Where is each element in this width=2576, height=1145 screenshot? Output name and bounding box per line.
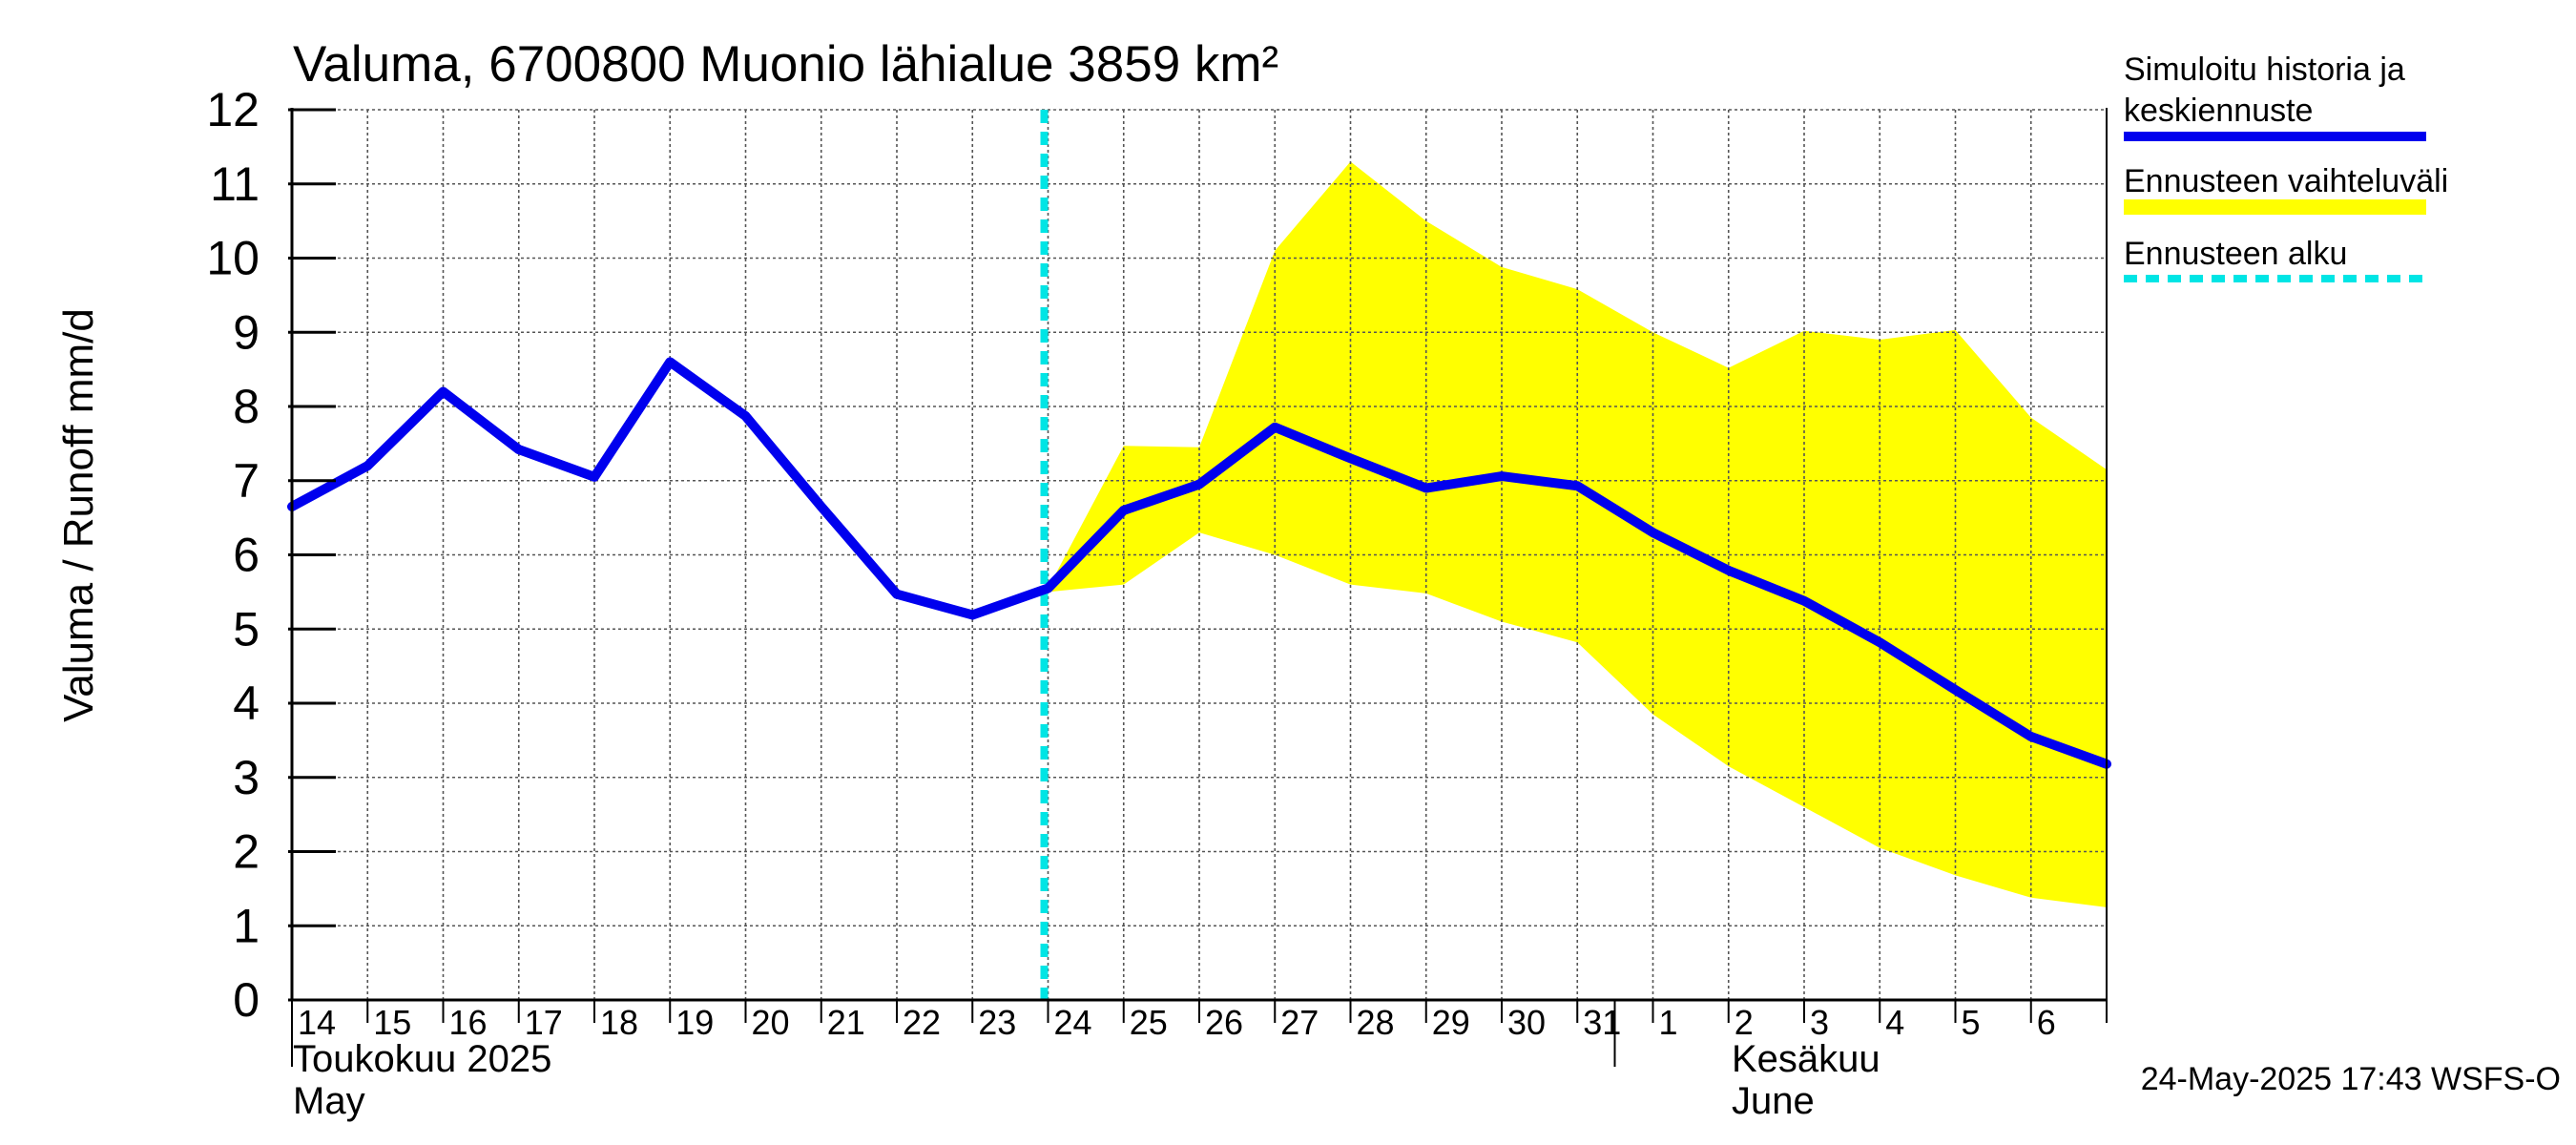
y-tick-label-9: 9 <box>233 305 260 359</box>
y-tick-label-12: 12 <box>206 83 260 136</box>
x-tick-label-25-11: 25 <box>1130 1003 1168 1042</box>
x-tick-label-24-10: 24 <box>1054 1003 1092 1042</box>
y-tick-label-0: 0 <box>233 973 260 1027</box>
series-group <box>287 357 2111 769</box>
x-tick-label-4-21: 4 <box>1885 1003 1904 1042</box>
y-tick-label-10: 10 <box>206 232 260 285</box>
x-tick-label-6-23: 6 <box>2037 1003 2056 1042</box>
x-tick-label-2-19: 2 <box>1735 1003 1754 1042</box>
legend-label-series-line2: keskiennuste <box>2124 93 2313 129</box>
x-tick-label-14-0: 14 <box>298 1003 336 1042</box>
x-tick-label-22-8: 22 <box>903 1003 941 1042</box>
x-tick-label-26-12: 26 <box>1205 1003 1243 1042</box>
x-tick-label-15-1: 15 <box>373 1003 411 1042</box>
y-tick-label-11: 11 <box>210 157 260 211</box>
x-tick-label-3-20: 3 <box>1810 1003 1829 1042</box>
y-tick-label-2: 2 <box>233 825 260 879</box>
y-tick-label-5: 5 <box>233 602 260 656</box>
month-label-june-fi: Kesäkuu <box>1732 1038 1880 1080</box>
month-label-may-en: May <box>293 1080 365 1122</box>
y-tick-label-7: 7 <box>233 454 260 508</box>
y-axis-label: Valuma / Runoff mm/d <box>55 308 102 722</box>
x-tick-labels: 14 15 16 17 18 19 20 21 22 23 24 25 26 27 28 29 30 31 1 2 3 4… <box>298 1003 2056 1042</box>
x-tick-label-18-4: 18 <box>600 1003 638 1042</box>
x-tick-label-21-7: 21 <box>827 1003 865 1042</box>
x-tick-label-1-18: 1 <box>1659 1003 1678 1042</box>
legend-label-band: Ennusteen vaihteluväli <box>2124 163 2448 199</box>
x-tick-label-20-6: 20 <box>752 1003 790 1042</box>
y-tick-label-8: 8 <box>233 380 260 433</box>
chart-title: Valuma, 6700800 Muonio lähialue 3859 km² <box>293 36 1278 93</box>
legend: Simuloitu historia ja keskiennuste Ennus… <box>2124 52 2448 282</box>
legend-label-series-line1: Simuloitu historia ja <box>2124 52 2405 88</box>
x-tick-label-28-14: 28 <box>1357 1003 1395 1042</box>
x-tick-label-29-15: 29 <box>1432 1003 1470 1042</box>
legend-label-forecast-start: Ennusteen alku <box>2124 236 2347 272</box>
y-tick-label-1: 1 <box>233 899 260 952</box>
series-line-simulated <box>287 357 2111 769</box>
x-tick-label-23-9: 23 <box>978 1003 1016 1042</box>
x-tick-label-19-5: 19 <box>675 1003 714 1042</box>
footer-timestamp: 24-May-2025 17:43 WSFS-O <box>2141 1061 2561 1097</box>
y-tick-label-6: 6 <box>233 529 260 582</box>
y-tick-label-4: 4 <box>233 677 260 730</box>
axes-group <box>288 108 2108 1067</box>
x-tick-label-31-17: 31 <box>1583 1003 1621 1042</box>
y-tick-label-3: 3 <box>233 751 260 804</box>
x-tick-label-27-13: 27 <box>1280 1003 1319 1042</box>
month-label-may-fi: Toukokuu 2025 <box>293 1038 551 1080</box>
x-tick-label-30-16: 30 <box>1507 1003 1546 1042</box>
x-tick-label-17-3: 17 <box>525 1003 563 1042</box>
x-tick-label-16-2: 16 <box>449 1003 488 1042</box>
month-label-june-en: June <box>1732 1080 1815 1122</box>
x-tick-label-5-22: 5 <box>1962 1003 1981 1042</box>
